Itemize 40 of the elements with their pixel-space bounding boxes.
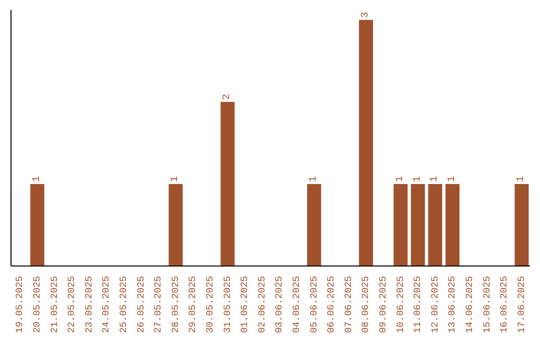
x-tick-label: 23.05.2025 [83, 276, 94, 334]
data-label: 1 [412, 176, 424, 182]
data-label: 1 [32, 176, 43, 182]
x-tick-label: 29.05.2025 [187, 276, 198, 334]
data-label: 1 [170, 176, 182, 182]
x-tick-label: 24.05.2025 [100, 276, 112, 334]
data-label: 1 [395, 176, 406, 182]
x-tick-label: 20.05.2025 [31, 276, 42, 334]
x-tick-label: 13.06.2025 [446, 276, 458, 334]
x-tick-label: 16.06.2025 [498, 276, 510, 334]
x-tick-label: 12.06.2025 [429, 276, 440, 334]
x-tick-label: 09.06.2025 [377, 276, 388, 334]
x-tick-label: 27.05.2025 [152, 276, 164, 334]
x-tick-label: 04.06.2025 [290, 276, 302, 334]
x-tick-label: 03.06.2025 [274, 276, 285, 334]
x-tick-label: 05.06.2025 [308, 276, 320, 334]
x-tick-label: 26.05.2025 [135, 276, 146, 334]
data-label: 1 [447, 176, 458, 182]
x-tick-label: 15.06.2025 [481, 276, 492, 334]
data-label: 1 [308, 176, 320, 182]
x-tick-label: 08.06.2025 [360, 276, 372, 334]
x-tick-label: 22.05.2025 [66, 276, 78, 334]
data-label: 3 [360, 12, 372, 18]
data-label: 2 [222, 94, 234, 100]
x-tick-label: 01.06.2025 [239, 276, 250, 334]
x-tick-label: 19.05.2025 [14, 276, 26, 334]
x-tick-label: 31.05.2025 [222, 276, 233, 334]
data-label: 1 [516, 176, 528, 182]
x-tick-label: 28.05.2025 [170, 276, 181, 334]
x-tick-label: 17.06.2025 [516, 276, 527, 334]
x-tick-label: 02.06.2025 [256, 276, 268, 334]
x-tick-label: 21.05.2025 [48, 276, 60, 334]
x-tick-label: 14.06.2025 [464, 276, 475, 334]
x-tick-label: 06.06.2025 [326, 276, 337, 334]
x-tick-label: 30.05.2025 [204, 276, 216, 334]
data-label: 1 [430, 176, 441, 182]
x-tick-label: 11.06.2025 [412, 276, 424, 334]
x-tick-label: 10.06.2025 [394, 276, 406, 334]
x-tick-label: 07.06.2025 [342, 276, 354, 334]
x-tick-label: 25.05.2025 [118, 276, 129, 334]
